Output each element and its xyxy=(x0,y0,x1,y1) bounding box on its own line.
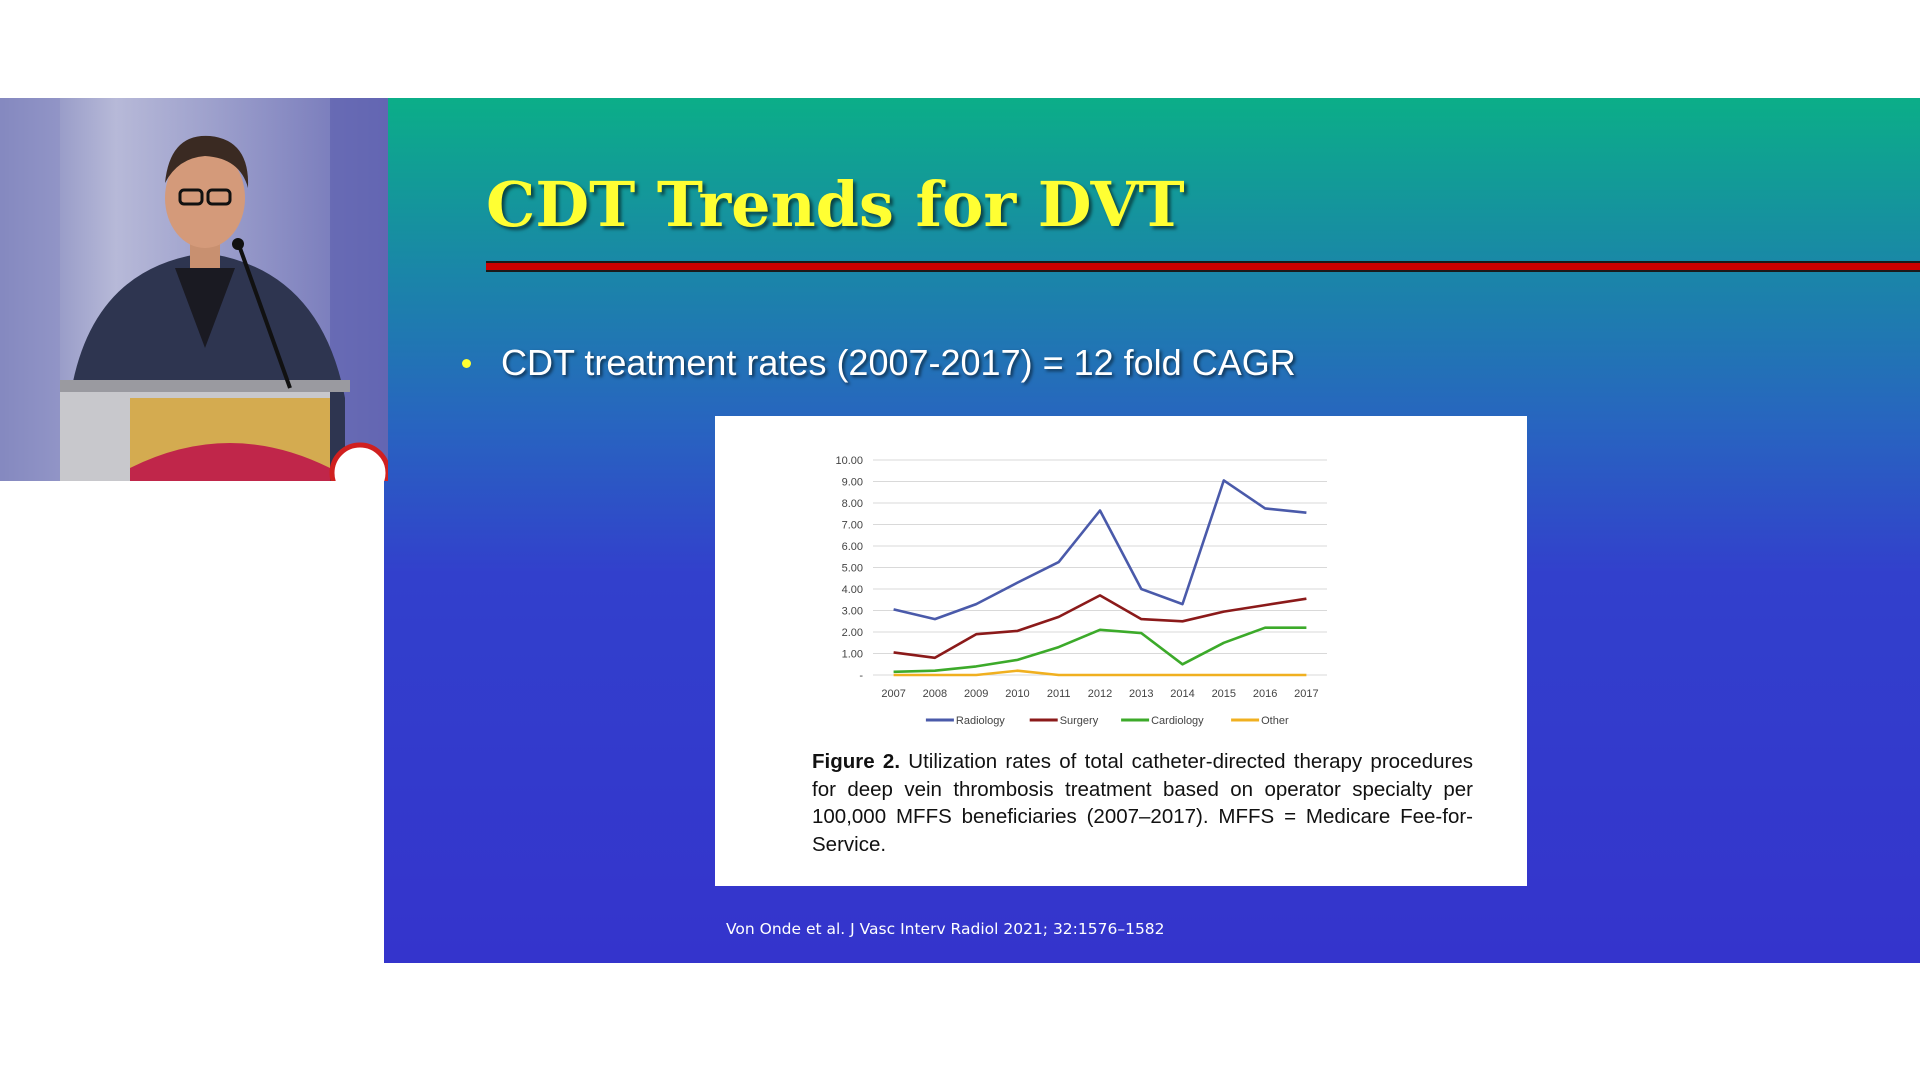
y-tick-label: 2.00 xyxy=(842,627,863,639)
speaker-video-inset xyxy=(0,98,388,481)
x-tick-label: 2008 xyxy=(923,688,947,700)
y-tick-label: 10.00 xyxy=(835,455,863,467)
figure-panel: 10.00 9.00 8.00 7.00 6.00 5.00 4.00 3.00 2.00 1.0… xyxy=(715,416,1527,886)
bullet-item: CDT treatment rates (2007-2017) = 12 fol… xyxy=(462,342,1296,384)
legend-label: Radiology xyxy=(956,715,1005,727)
x-tick-label: 2015 xyxy=(1212,688,1236,700)
legend-label: Surgery xyxy=(1060,715,1099,727)
caption-label: Figure 2. xyxy=(812,750,901,773)
bullet-text: CDT treatment rates (2007-2017) = 12 fol… xyxy=(501,342,1296,383)
x-tick-label: 2017 xyxy=(1294,688,1318,700)
x-tick-label: 2016 xyxy=(1253,688,1277,700)
speaker-illustration xyxy=(0,98,388,481)
x-tick-label: 2011 xyxy=(1047,688,1071,700)
line-chart: 10.00 9.00 8.00 7.00 6.00 5.00 4.00 3.00 2.00 1.0… xyxy=(835,455,1327,727)
series-line-other xyxy=(893,669,1307,677)
x-tick-label: 2014 xyxy=(1170,688,1194,700)
series-line-radiology xyxy=(893,479,1307,621)
y-tick-label: 6.00 xyxy=(842,541,863,553)
legend-label: Other xyxy=(1261,715,1289,727)
x-tick-label: 2007 xyxy=(881,688,905,700)
x-tick-label: 2013 xyxy=(1129,688,1153,700)
series-line-cardiology xyxy=(893,626,1307,674)
title-underline-rule xyxy=(486,261,1920,272)
y-tick-label: 3.00 xyxy=(842,606,863,618)
citation: Von Onde et al. J Vasc Interv Radiol 202… xyxy=(726,920,1165,938)
y-tick-label: 7.00 xyxy=(842,520,863,532)
x-tick-label: 2009 xyxy=(964,688,988,700)
x-tick-label: 2012 xyxy=(1088,688,1112,700)
y-tick-label: 1.00 xyxy=(842,649,863,661)
presentation-slide: CDT Trends for DVT CDT treatment rates (… xyxy=(384,98,1920,963)
y-tick-label: 9.00 xyxy=(842,477,863,489)
y-tick-label: - xyxy=(859,670,863,682)
y-tick-label: 4.00 xyxy=(842,584,863,596)
figure-caption: Figure 2. Utilization rates of total cat… xyxy=(812,748,1473,858)
caption-text: Utilization rates of total catheter-dire… xyxy=(812,750,1473,856)
y-tick-label: 5.00 xyxy=(842,563,863,575)
series-line-surgery xyxy=(893,594,1307,660)
x-tick-label: 2010 xyxy=(1005,688,1029,700)
y-tick-label: 8.00 xyxy=(842,498,863,510)
slide-title: CDT Trends for DVT xyxy=(486,168,1185,241)
bullet-icon xyxy=(462,358,471,368)
legend-label: Cardiology xyxy=(1151,715,1204,727)
